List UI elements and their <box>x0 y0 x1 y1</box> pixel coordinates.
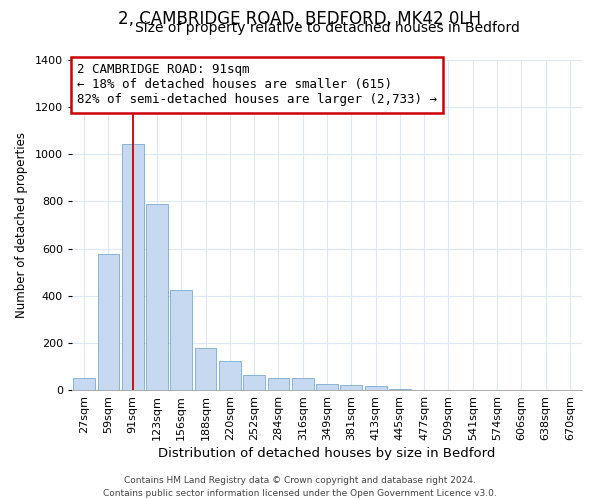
Text: Contains HM Land Registry data © Crown copyright and database right 2024.
Contai: Contains HM Land Registry data © Crown c… <box>103 476 497 498</box>
Bar <box>340 386 362 390</box>
Bar <box>365 386 386 390</box>
Bar <box>389 389 411 390</box>
Y-axis label: Number of detached properties: Number of detached properties <box>15 132 28 318</box>
Bar <box>316 384 338 390</box>
Bar <box>170 290 192 390</box>
Bar <box>219 360 241 390</box>
Bar <box>292 378 314 390</box>
Bar <box>243 374 265 390</box>
Bar <box>268 378 289 390</box>
Bar <box>97 254 119 390</box>
X-axis label: Distribution of detached houses by size in Bedford: Distribution of detached houses by size … <box>158 447 496 460</box>
Text: 2 CAMBRIDGE ROAD: 91sqm
← 18% of detached houses are smaller (615)
82% of semi-d: 2 CAMBRIDGE ROAD: 91sqm ← 18% of detache… <box>77 64 437 106</box>
Text: 2, CAMBRIDGE ROAD, BEDFORD, MK42 0LH: 2, CAMBRIDGE ROAD, BEDFORD, MK42 0LH <box>118 10 482 28</box>
Bar <box>194 348 217 390</box>
Bar <box>122 144 143 390</box>
Title: Size of property relative to detached houses in Bedford: Size of property relative to detached ho… <box>134 21 520 35</box>
Bar <box>73 378 95 390</box>
Bar <box>146 204 168 390</box>
